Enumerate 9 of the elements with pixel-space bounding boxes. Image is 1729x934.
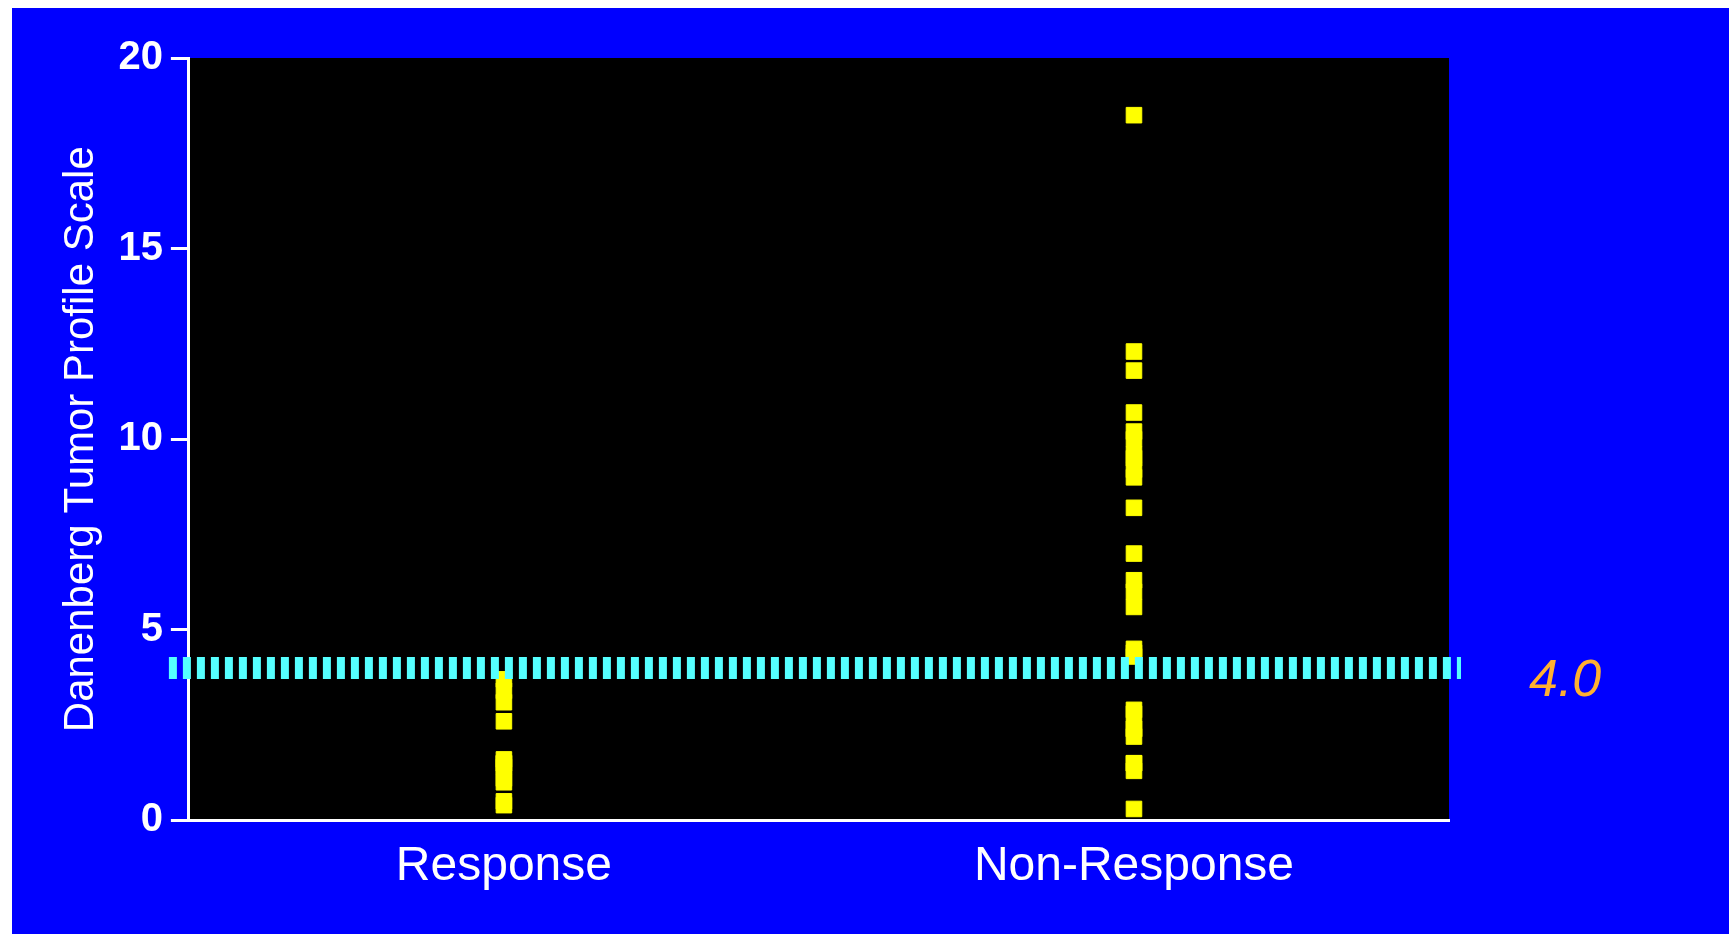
- x-tick-label: Non-Response: [973, 837, 1295, 891]
- x-tick-label: Response: [395, 837, 612, 891]
- y-tick-label: 0: [140, 795, 163, 840]
- y-axis-title: Danenberg Tumor Profile Scale: [54, 146, 102, 733]
- y-tick-label: 5: [140, 604, 163, 649]
- ref-line-label: 4.0: [1529, 649, 1602, 708]
- y-tick-label: 20: [118, 33, 163, 78]
- y-tick-label: 10: [118, 414, 163, 459]
- y-tick-label: 15: [118, 223, 163, 268]
